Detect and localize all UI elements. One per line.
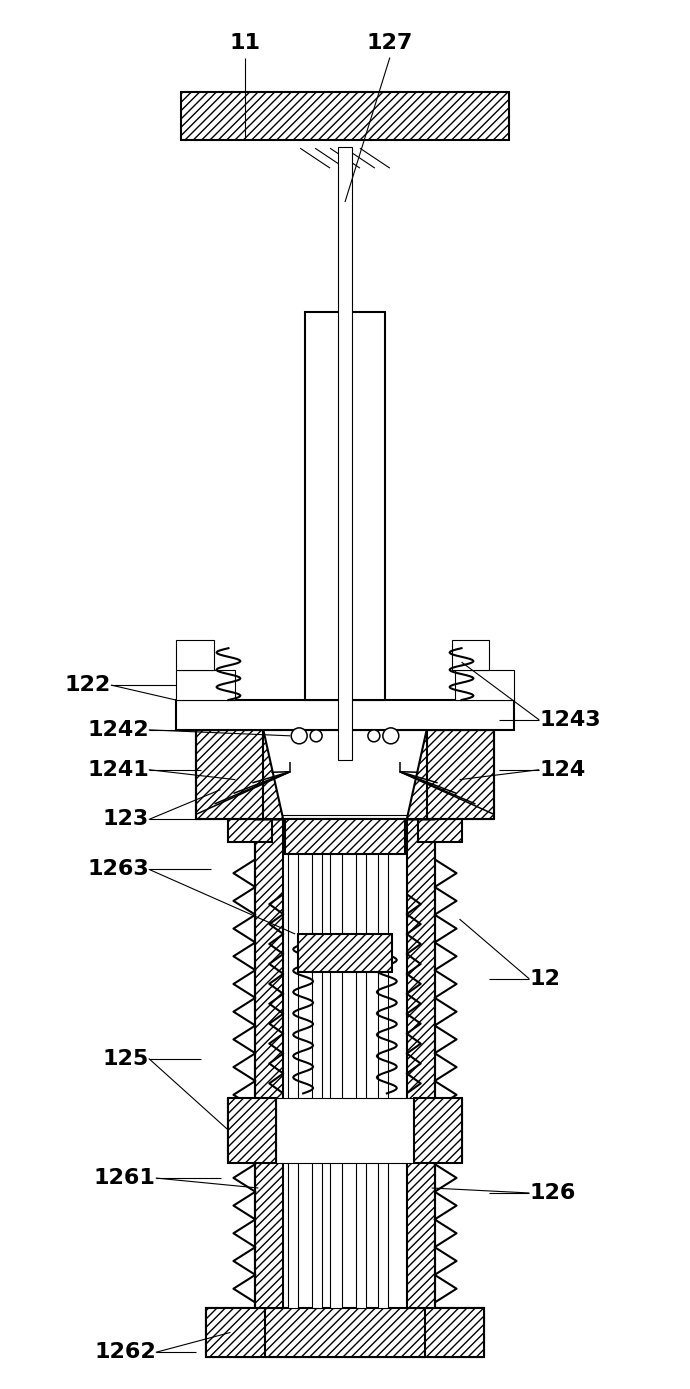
Bar — [255, 820, 284, 1307]
Bar — [195, 729, 264, 820]
Bar — [288, 820, 298, 1307]
Bar — [276, 1099, 414, 1163]
Bar — [176, 700, 514, 729]
Bar — [305, 311, 385, 700]
Text: 1261: 1261 — [94, 1168, 156, 1188]
Bar — [424, 1307, 484, 1357]
Bar — [417, 814, 462, 842]
Bar — [451, 640, 489, 669]
Bar — [273, 814, 417, 842]
Circle shape — [383, 728, 399, 743]
Bar — [181, 93, 509, 140]
Bar — [356, 820, 366, 1307]
Circle shape — [291, 728, 307, 743]
Bar — [338, 147, 352, 760]
Bar — [206, 1307, 266, 1357]
Text: 11: 11 — [230, 32, 261, 53]
Bar — [284, 820, 406, 1307]
Bar — [266, 1307, 424, 1357]
Text: 125: 125 — [103, 1049, 149, 1068]
Circle shape — [310, 729, 322, 742]
Text: 1262: 1262 — [94, 1342, 156, 1363]
Text: 1243: 1243 — [539, 710, 601, 729]
Text: 123: 123 — [103, 810, 149, 829]
Bar — [176, 640, 213, 669]
Polygon shape — [406, 729, 495, 820]
Text: 127: 127 — [366, 32, 413, 53]
Polygon shape — [195, 729, 284, 820]
Circle shape — [368, 729, 380, 742]
Bar — [406, 820, 435, 1307]
Bar — [312, 820, 322, 1307]
Bar — [176, 669, 235, 700]
Bar — [455, 669, 514, 700]
Text: 124: 124 — [539, 760, 585, 779]
Text: 122: 122 — [65, 675, 111, 694]
Bar — [298, 933, 392, 972]
Text: 12: 12 — [529, 970, 560, 989]
Bar — [228, 1099, 276, 1163]
Bar — [330, 820, 342, 1307]
Bar — [378, 820, 388, 1307]
Bar — [206, 1307, 484, 1357]
Bar — [285, 820, 405, 854]
Text: 1241: 1241 — [87, 760, 149, 779]
Text: 1263: 1263 — [87, 860, 149, 879]
Bar — [426, 729, 495, 820]
Bar — [414, 1099, 462, 1163]
Text: 1242: 1242 — [87, 720, 149, 740]
Text: 126: 126 — [529, 1183, 575, 1203]
Bar — [228, 814, 273, 842]
